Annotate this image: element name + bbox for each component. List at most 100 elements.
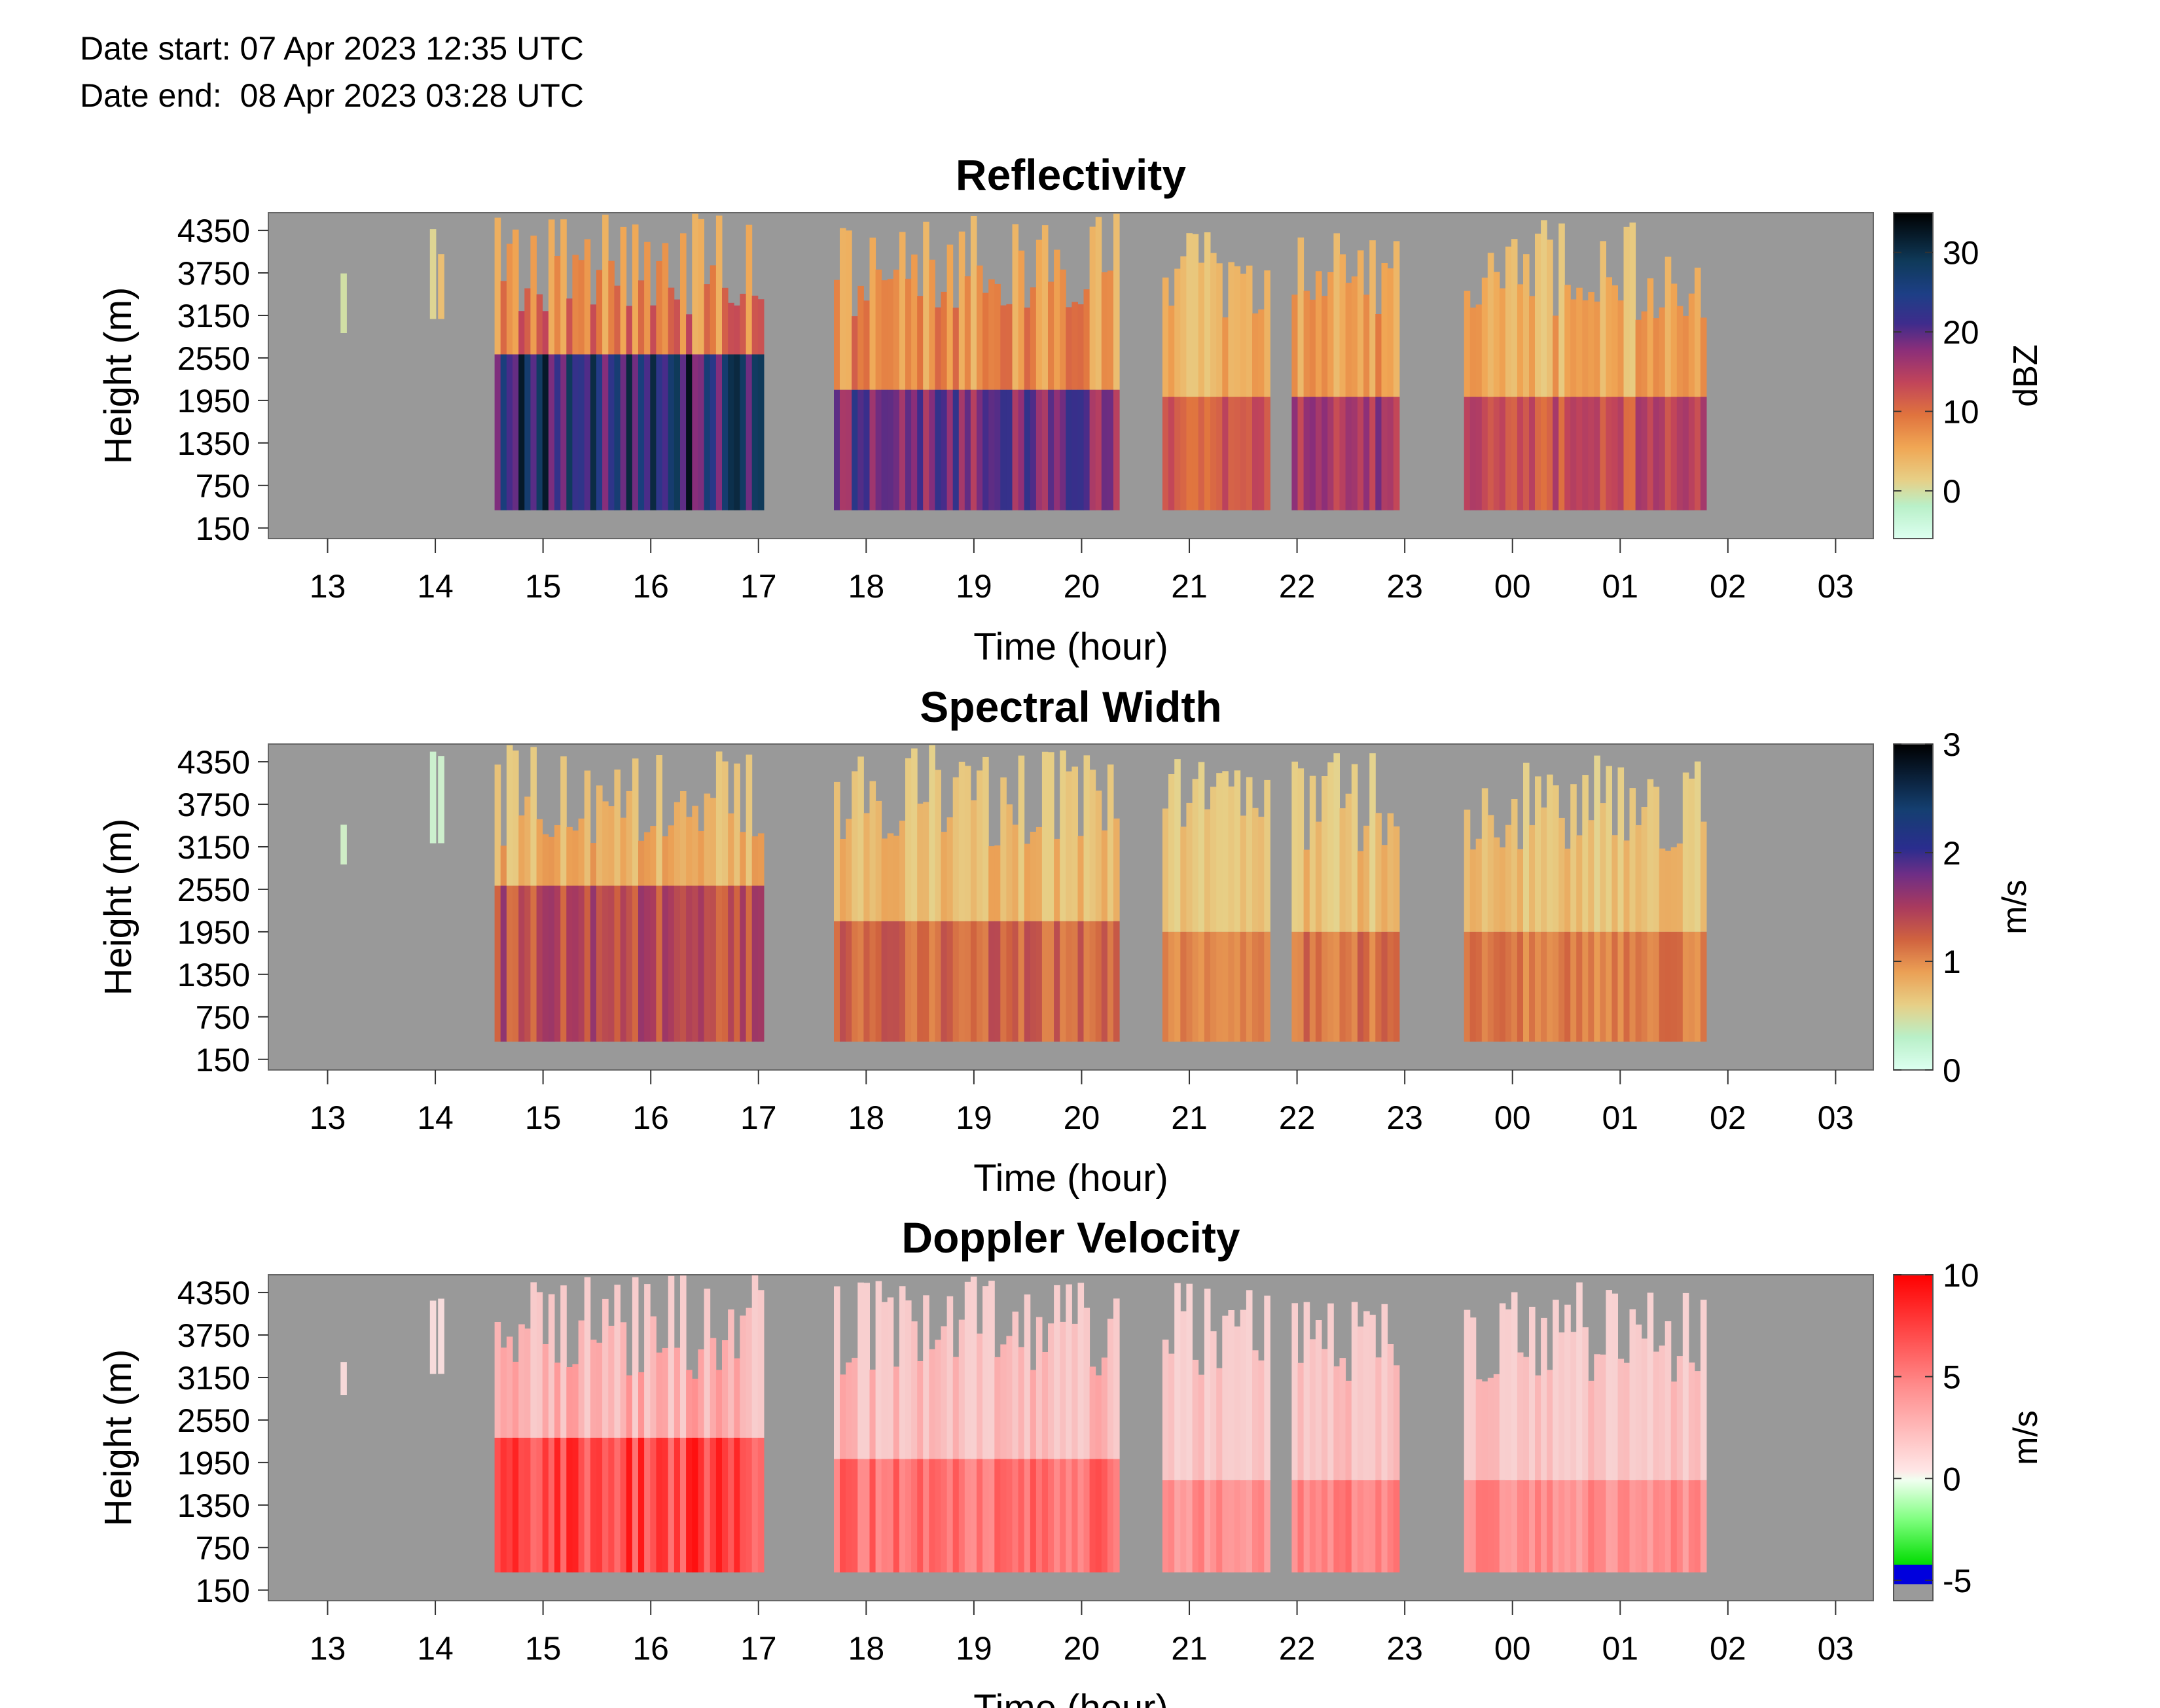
echo-core xyxy=(1192,1480,1199,1573)
echo-core xyxy=(952,1459,960,1573)
echo-core xyxy=(988,921,995,1042)
echo-core xyxy=(970,389,977,510)
echo-core xyxy=(1168,1480,1175,1573)
y-axis-label: Height (m) xyxy=(97,287,139,465)
echo-core xyxy=(1393,1480,1400,1573)
echo-column xyxy=(1464,291,1471,397)
echo-core xyxy=(1529,931,1536,1042)
echo-column xyxy=(1041,1352,1049,1459)
echo-column xyxy=(1493,837,1500,932)
echo-column xyxy=(1594,301,1600,397)
y-tick-label: 1950 xyxy=(177,1445,250,1482)
echo-column xyxy=(970,216,977,390)
echo-core xyxy=(626,1438,633,1573)
echo-column xyxy=(1505,825,1512,932)
echo-core xyxy=(905,921,912,1042)
x-tick-label: 03 xyxy=(1818,1099,1854,1136)
echo-core xyxy=(1547,931,1553,1042)
echo-core xyxy=(1653,397,1660,510)
echo-core xyxy=(1000,1459,1007,1573)
echo-column xyxy=(970,800,977,921)
echo-core xyxy=(1234,1480,1241,1573)
echo-core xyxy=(1357,397,1364,510)
echo-core xyxy=(494,1438,501,1573)
echo-column xyxy=(1006,304,1013,390)
echo-core xyxy=(881,921,888,1042)
echo-core xyxy=(722,885,729,1042)
echo-core xyxy=(1682,931,1689,1042)
echo-column xyxy=(590,843,597,886)
echo-column xyxy=(988,1281,995,1459)
echo-core xyxy=(1505,931,1512,1042)
y-tick-label: 1350 xyxy=(177,425,250,462)
echo-core xyxy=(1363,1480,1370,1573)
echo-core xyxy=(1297,397,1305,510)
x-tick-label: 16 xyxy=(632,1630,669,1667)
echo-core xyxy=(1523,1480,1530,1573)
echo-column xyxy=(662,243,669,355)
y-tick-label: 3150 xyxy=(177,298,250,334)
echo-core xyxy=(977,389,983,510)
echo-core xyxy=(1351,397,1358,510)
echo-core xyxy=(1303,931,1310,1042)
echo-column xyxy=(982,756,989,921)
echo-column xyxy=(1113,213,1120,390)
colorbar-ticks: 0 1 2 3 xyxy=(1894,726,1961,1089)
echo-core xyxy=(1204,397,1211,510)
echo-column xyxy=(1351,1302,1358,1480)
echo-core xyxy=(1174,397,1181,510)
echo-column xyxy=(734,305,740,355)
echo-core xyxy=(542,1438,549,1573)
echo-core xyxy=(1535,931,1541,1042)
echo-column xyxy=(1541,807,1547,932)
echo-column xyxy=(751,836,759,886)
echo-core xyxy=(680,885,687,1042)
echo-core xyxy=(1186,931,1193,1042)
echo-core xyxy=(946,1459,954,1573)
echo-core xyxy=(566,885,573,1042)
echo-column xyxy=(1535,234,1541,397)
echo-column xyxy=(751,1275,759,1438)
echo-core xyxy=(674,885,681,1042)
echo-core xyxy=(1234,397,1241,510)
x-axis: 13 14 15 16 17 18 19 20 21 22 23 00 01 02 03 xyxy=(310,1601,1854,1667)
echo-core xyxy=(1216,397,1223,510)
echo-core xyxy=(935,921,941,1042)
echo-core xyxy=(1315,1480,1322,1573)
x-tick-label: 02 xyxy=(1710,568,1746,605)
echo-column xyxy=(1688,1362,1695,1480)
echo-core xyxy=(1006,389,1013,510)
echo-core xyxy=(1600,931,1606,1042)
echo-column xyxy=(1381,845,1388,932)
echo-core xyxy=(863,1459,870,1573)
echo-column xyxy=(863,300,870,390)
echo-core xyxy=(958,389,965,510)
echo-column xyxy=(1665,850,1672,932)
echo-column xyxy=(1083,755,1090,921)
echo-column xyxy=(911,1321,918,1459)
echo-core xyxy=(840,1459,846,1573)
echo-core xyxy=(977,921,983,1042)
echo-core xyxy=(970,921,977,1042)
echo-column xyxy=(929,1349,935,1459)
echo-core xyxy=(1564,1480,1571,1573)
echo-core xyxy=(1351,1480,1358,1573)
echo-column xyxy=(1339,1358,1346,1480)
echo-column xyxy=(1174,268,1181,397)
echo-column xyxy=(1339,254,1346,397)
colorbar xyxy=(1893,212,1934,539)
echo-core xyxy=(1623,931,1630,1042)
echo-core xyxy=(548,354,555,510)
echo-core xyxy=(1101,389,1108,510)
echo-core xyxy=(668,885,675,1042)
y-tick-label: 1950 xyxy=(177,383,250,419)
echo-core xyxy=(734,1438,740,1573)
echo-column xyxy=(1611,285,1618,397)
echo-core xyxy=(1582,397,1589,510)
echo-column xyxy=(1553,315,1559,397)
y-tick-label: 1350 xyxy=(177,957,250,993)
echo-column xyxy=(1258,309,1265,397)
echo-core xyxy=(1635,931,1642,1042)
echo-column xyxy=(506,1336,513,1438)
echo-core xyxy=(941,921,948,1042)
